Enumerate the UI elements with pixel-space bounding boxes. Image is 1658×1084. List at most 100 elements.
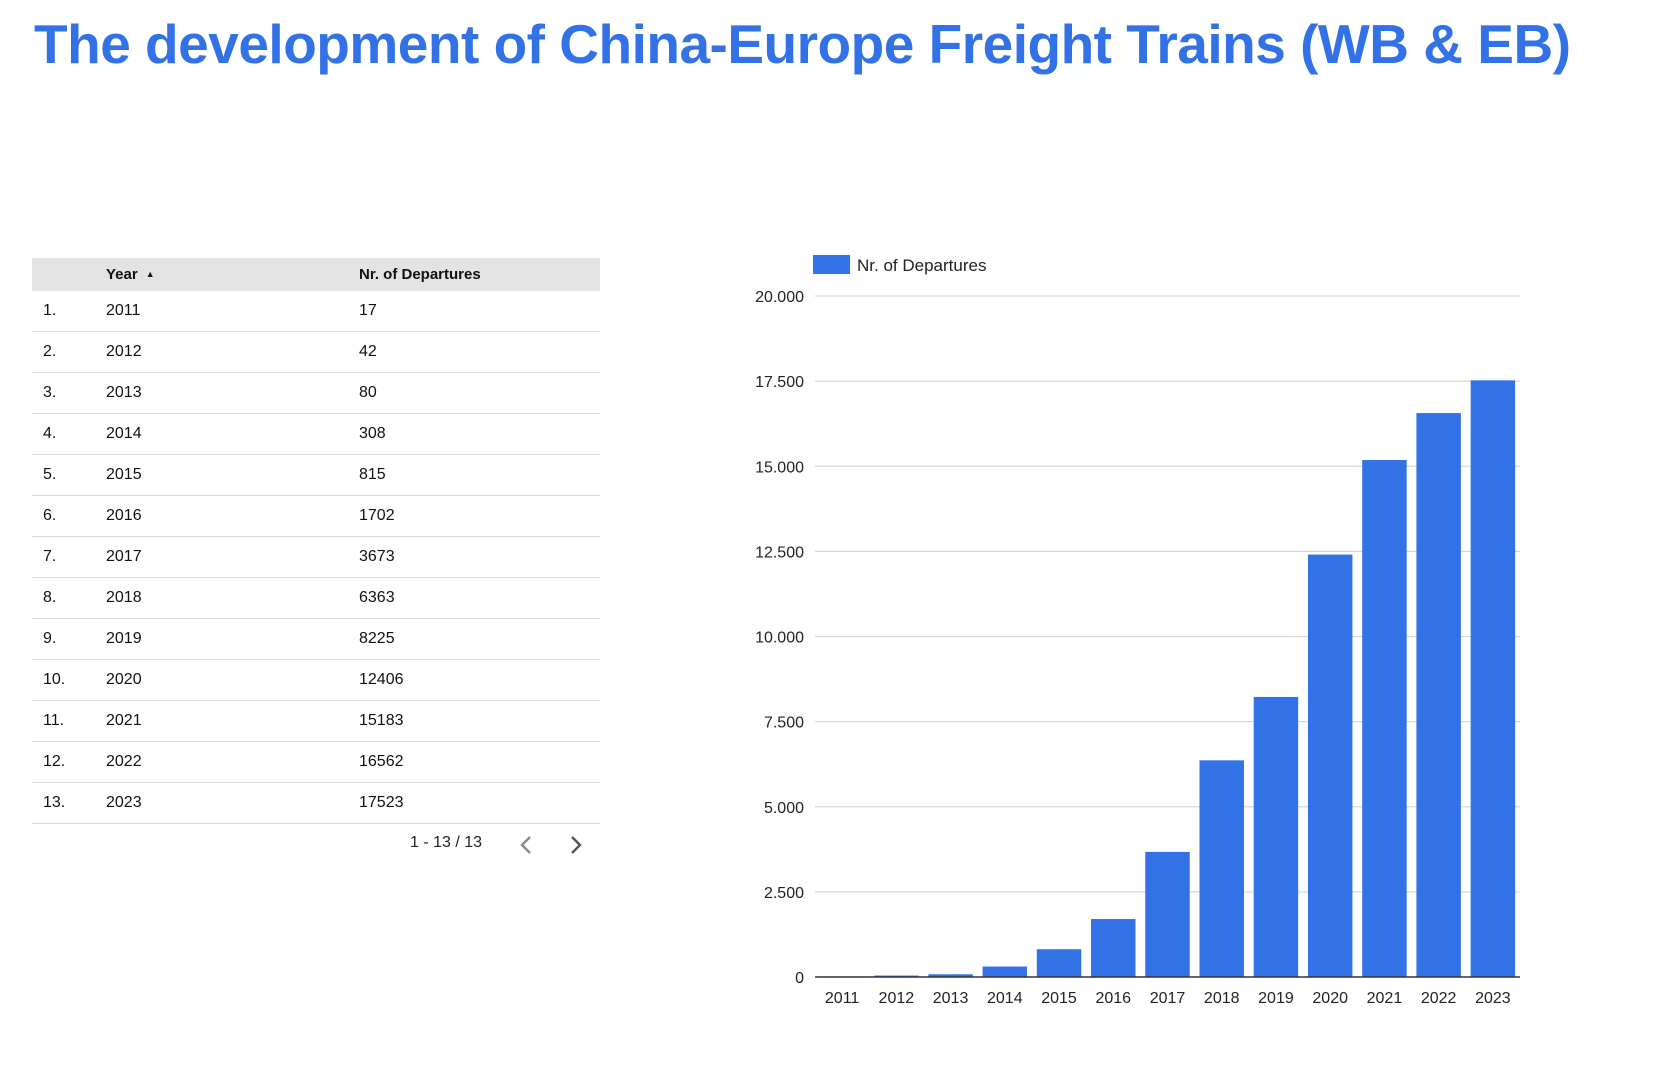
chevron-left-icon (520, 836, 531, 854)
row-index: 4. (43, 425, 57, 442)
y-tick-label: 12.500 (755, 544, 804, 561)
row-year: 2014 (106, 425, 142, 442)
row-index: 11. (43, 712, 65, 729)
row-index: 13. (43, 794, 66, 811)
row-departures: 815 (359, 466, 386, 483)
row-index: 5. (43, 466, 57, 483)
table-body: 1. 2011 17 2. 2012 42 3. 2013 80 4. 2014 308 5. 2015 8… (32, 291, 600, 824)
x-tick-label: 2011 (825, 990, 860, 1007)
x-tick-label: 2013 (933, 990, 969, 1007)
row-departures: 17 (359, 302, 377, 319)
table-row: 7. 2017 3673 (32, 537, 600, 578)
y-tick-label: 17.500 (755, 374, 804, 391)
page-title: The development of China-Europe Freight … (34, 13, 1571, 75)
row-year: 2020 (106, 671, 142, 688)
row-index: 6. (43, 507, 57, 524)
bar (1416, 413, 1461, 977)
pagination: 1 - 13 / 13 (32, 824, 600, 868)
row-index: 2. (43, 343, 57, 360)
departures-table: Year ▲ Nr. of Departures 1. 2011 17 2. 2012 42… (32, 258, 600, 868)
chart-gridlines (815, 295, 1520, 893)
row-index: 9. (43, 630, 57, 647)
table-row: 9. 2019 8225 (32, 619, 600, 660)
table-header: Year ▲ Nr. of Departures (32, 258, 600, 291)
x-tick-label: 2019 (1258, 990, 1294, 1007)
column-header-departures[interactable]: Nr. of Departures (359, 266, 481, 283)
x-tick-label: 2015 (1041, 990, 1077, 1007)
row-year: 2016 (106, 507, 142, 524)
row-departures: 17523 (359, 794, 404, 811)
bar (1253, 696, 1299, 977)
x-tick-label: 2014 (987, 990, 1023, 1007)
x-tick-label: 2022 (1421, 990, 1457, 1007)
bar (1145, 851, 1190, 977)
row-departures: 42 (359, 343, 377, 360)
chevron-right-icon (571, 836, 582, 854)
y-axis: 0 2.500 5.000 7.500 10.000 12.500 15.000 17.500… (755, 289, 804, 987)
y-tick-label: 2.500 (764, 885, 804, 902)
row-year: 2021 (106, 712, 142, 729)
table-row: 5. 2015 815 (32, 455, 600, 496)
table-row: 3. 2013 80 (32, 373, 600, 414)
row-year: 2023 (106, 794, 142, 811)
row-year: 2018 (106, 589, 142, 606)
x-tick-label: 2020 (1312, 990, 1348, 1007)
row-departures: 15183 (359, 712, 404, 729)
row-departures: 12406 (359, 671, 404, 688)
x-tick-label: 2016 (1095, 990, 1131, 1007)
row-year: 2019 (106, 630, 142, 647)
row-index: 3. (43, 384, 57, 401)
table-row: 13. 2023 17523 (32, 783, 600, 824)
x-tick-label: 2021 (1367, 990, 1403, 1007)
row-index: 1. (43, 302, 57, 319)
bar (1091, 919, 1136, 977)
row-index: 10. (43, 671, 66, 688)
bar (928, 974, 973, 977)
table-row: 11. 2021 15183 (32, 701, 600, 742)
row-departures: 1702 (359, 507, 395, 524)
row-departures: 6363 (359, 589, 395, 606)
row-departures: 3673 (359, 548, 395, 565)
y-tick-label: 0 (795, 970, 804, 987)
column-header-year-label: Year (106, 266, 138, 283)
row-year: 2017 (106, 548, 142, 565)
table-row: 4. 2014 308 (32, 414, 600, 455)
column-header-year[interactable]: Year ▲ (106, 258, 155, 291)
table-row: 6. 2016 1702 (32, 496, 600, 537)
x-tick-label: 2018 (1204, 990, 1240, 1007)
y-tick-label: 15.000 (755, 459, 804, 476)
bar (1362, 460, 1407, 977)
bar (982, 966, 1028, 977)
y-tick-label: 7.500 (764, 715, 804, 732)
y-tick-label: 5.000 (764, 800, 804, 817)
row-departures: 80 (359, 384, 377, 401)
table-row: 10. 2020 12406 (32, 660, 600, 701)
row-year: 2013 (106, 384, 142, 401)
next-page-button[interactable] (562, 830, 590, 860)
previous-page-button[interactable] (512, 830, 540, 860)
legend-label: Nr. of Departures (857, 256, 986, 275)
y-tick-label: 10.000 (755, 630, 804, 647)
sort-ascending-icon[interactable]: ▲ (145, 269, 155, 279)
row-departures: 308 (359, 425, 386, 442)
legend-swatch (813, 255, 850, 274)
table-row: 8. 2018 6363 (32, 578, 600, 619)
row-index: 8. (43, 589, 57, 606)
y-tick-label: 20.000 (755, 289, 804, 306)
pagination-label: 1 - 13 / 13 (410, 834, 483, 851)
table-row: 1. 2011 17 (32, 291, 600, 332)
bar (1199, 760, 1244, 977)
bar (1307, 554, 1353, 977)
x-axis: 2011 2012 2013 2014 2015 2016 2017 2018 2019 2020… (815, 976, 1520, 1007)
row-year: 2015 (106, 466, 142, 483)
row-departures: 8225 (359, 630, 395, 647)
row-year: 2022 (106, 753, 142, 770)
chart-legend: Nr. of Departures (813, 255, 986, 275)
x-tick-label: 2017 (1150, 990, 1186, 1007)
departures-bar-chart: 0 2.500 5.000 7.500 10.000 12.500 15.000 17.500… (755, 255, 1520, 1007)
bar (1470, 380, 1516, 977)
table-row: 2. 2012 42 (32, 332, 600, 373)
row-index: 12. (43, 753, 66, 770)
row-index: 7. (43, 548, 57, 565)
bar (1036, 949, 1082, 977)
